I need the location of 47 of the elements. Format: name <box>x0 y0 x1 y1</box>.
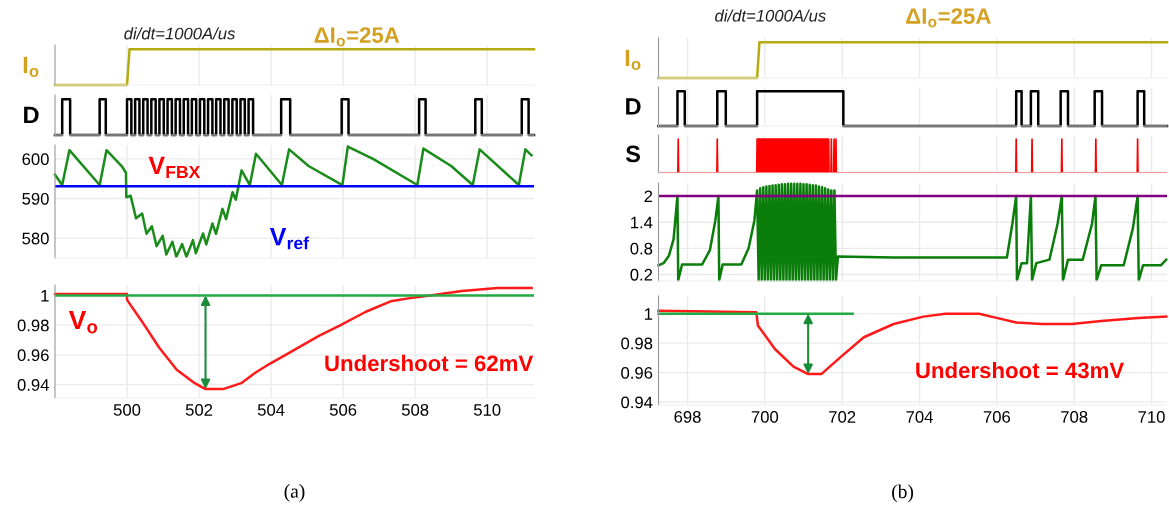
y-tick-label: 0.98 <box>17 319 49 332</box>
y-tick-label: 0.94 <box>17 379 49 391</box>
x-tick-label: 700 <box>751 411 779 423</box>
line-series <box>53 145 533 259</box>
y-tick-label: 580 <box>22 232 49 245</box>
x-tick-label: 708 <box>1061 411 1088 423</box>
y-tick-label: 0.98 <box>621 337 653 350</box>
x-tick-label: 702 <box>829 411 856 423</box>
annotation: V$_{FBX}$ <box>148 156 201 178</box>
line-series <box>53 286 533 391</box>
y-axis-title: I$_{o}$ <box>23 56 39 77</box>
y-tick-label: 1.4 <box>631 216 653 229</box>
x-tick-label: 502 <box>185 404 213 416</box>
x-tick-label: 704 <box>906 411 933 423</box>
text: ΔI$_{o}$=25A <box>906 8 991 28</box>
x-tick-label: 504 <box>257 404 285 416</box>
y-axis-title: D <box>626 98 641 115</box>
x-tick-label: 706 <box>983 411 1011 423</box>
y-tick-label: 0.96 <box>17 349 49 362</box>
y-tick-label: 0.96 <box>621 367 653 379</box>
text: ΔI$_{o}$=25A <box>314 27 400 47</box>
y-axis-title: S <box>625 145 641 163</box>
line-series <box>657 182 1168 282</box>
x-tick-label: 510 <box>473 404 501 416</box>
text: di/dt=1000A/us <box>124 27 236 40</box>
y-axis-title: D <box>24 106 39 124</box>
text: (a) <box>284 484 305 502</box>
annotation: V$_{o}$ <box>68 310 98 334</box>
y-tick-label: 0.94 <box>621 396 653 409</box>
annotation: Undershoot = 43mV <box>916 361 1125 379</box>
y-tick-label: 600 <box>22 153 49 166</box>
ref-line-label: V$_{ref}$ <box>269 228 310 250</box>
x-tick-label: 710 <box>1138 411 1165 423</box>
annotation: Undershoot = 62mV <box>325 354 534 372</box>
y-tick-label: 0.8 <box>630 242 653 255</box>
y-tick-label: 1 <box>644 308 653 320</box>
y-axis-title: I$_{o}$ <box>625 49 641 70</box>
text: (b) <box>892 484 914 503</box>
x-tick-label: 508 <box>401 404 429 416</box>
x-tick-label: 698 <box>674 411 701 423</box>
y-tick-label: 1 <box>41 289 49 302</box>
x-tick-label: 500 <box>113 404 141 416</box>
y-tick-label: 590 <box>22 192 49 205</box>
x-tick-label: 506 <box>329 404 357 416</box>
y-tick-label: 0.2 <box>630 268 653 281</box>
text: di/dt=1000A/us <box>715 9 826 22</box>
y-tick-label: 2 <box>644 190 653 203</box>
